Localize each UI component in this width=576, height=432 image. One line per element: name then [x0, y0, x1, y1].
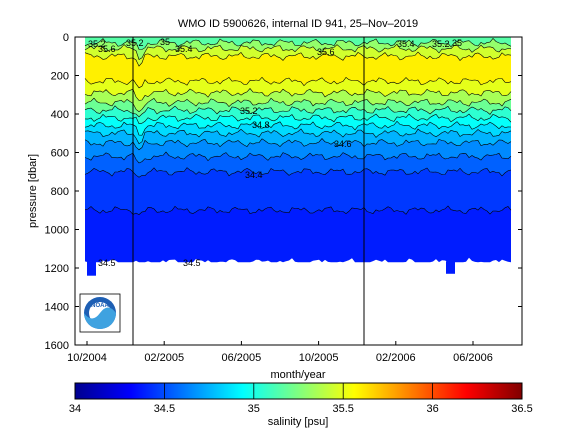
- salinity-band: [85, 44, 511, 67]
- contour-label: 35: [160, 37, 170, 47]
- contour-line: [84, 97, 512, 113]
- salinity-band: [85, 88, 511, 112]
- deep-profile-extension-2: [446, 261, 455, 274]
- contour-line: [84, 151, 512, 164]
- y-tick-label: 400: [51, 109, 69, 121]
- contour-label: 35.4: [397, 39, 415, 49]
- contour-line: [84, 113, 512, 125]
- salinity-band: [85, 167, 511, 215]
- contour-label: 34.8: [252, 120, 270, 130]
- contour-line: [84, 51, 512, 67]
- x-tick-label: 06/2006: [453, 352, 493, 364]
- contour-label: 35.2: [240, 106, 258, 116]
- y-tick-label: 1000: [45, 225, 69, 237]
- contour-line: [84, 88, 512, 101]
- contour-label: 34.6: [334, 139, 352, 149]
- x-tick-label: 10/2004: [67, 352, 107, 364]
- colorbar-tick-label: 34: [69, 403, 81, 415]
- colorbar-tick-label: 35: [248, 403, 260, 415]
- x-axis-label: month/year: [270, 369, 325, 381]
- contour-line: [84, 37, 512, 50]
- contour-label: 35: [452, 38, 462, 48]
- colorbar-tick-label: 36: [426, 403, 438, 415]
- salinity-band: [85, 105, 511, 124]
- noaa-logo: NOAA: [79, 293, 121, 333]
- contour-label: 34.5: [98, 258, 116, 268]
- contour-line: [84, 128, 512, 145]
- contour-label: 35.6: [317, 47, 335, 57]
- y-tick-label: 1200: [45, 263, 69, 275]
- colorbar-tick-label: 34.5: [154, 403, 175, 415]
- contour-line: [84, 167, 512, 178]
- x-tick-label: 10/2005: [299, 352, 339, 364]
- contour-label: 34.4: [245, 170, 263, 180]
- x-axis: 10/2004 02/2005 06/2005 10/2005 02/2006 06/20…: [67, 341, 493, 364]
- colorbar-gradient: [74, 382, 523, 400]
- y-axis: 0 200 400 600 800 1000 1200 1400 1600: [45, 32, 522, 352]
- salinity-band: [85, 38, 511, 60]
- y-tick-label: 1600: [45, 340, 69, 352]
- contour-line: [84, 205, 512, 215]
- contour-label: 35.2: [88, 39, 106, 49]
- contour-label: 35.4: [175, 44, 193, 54]
- y-tick-label: 0: [63, 32, 69, 44]
- contour-line: [84, 76, 512, 89]
- colorbar-label: salinity [psu]: [268, 416, 329, 428]
- salinity-field: [85, 37, 511, 276]
- contour-line: [84, 105, 512, 118]
- salinity-band: [85, 205, 511, 263]
- contour-line: [84, 120, 512, 136]
- contour-label: 34.5: [183, 258, 201, 268]
- contour-line: [84, 138, 512, 151]
- y-axis-label: pressure [dbar]: [27, 154, 39, 228]
- colorbar-tick-label: 36.5: [511, 403, 532, 415]
- salinity-band: [85, 121, 511, 144]
- svg-text:NOAA: NOAA: [91, 303, 109, 309]
- salinity-band: [85, 77, 511, 101]
- y-tick-label: 600: [51, 148, 69, 160]
- chart-title: WMO ID 5900626, internal ID 941, 25–Nov–…: [178, 18, 418, 30]
- salinity-band: [85, 152, 511, 178]
- x-tick-label: 02/2006: [376, 352, 416, 364]
- salinity-band: [85, 37, 511, 50]
- contour-label: 35.2: [126, 38, 144, 48]
- contour-label: 35.2: [432, 39, 450, 49]
- y-tick-label: 800: [51, 186, 69, 198]
- y-tick-label: 1400: [45, 302, 69, 314]
- deep-profile-extension-1: [87, 261, 96, 276]
- salinity-band: [85, 138, 511, 163]
- x-tick-label: 02/2005: [144, 352, 184, 364]
- contour-line: [84, 43, 512, 60]
- contour-label: 35.6: [98, 44, 116, 54]
- y-tick-label: 200: [51, 71, 69, 83]
- salinity-band: [85, 114, 511, 136]
- colorbar: 34 34.5 35 35.5 36 36.5: [69, 382, 533, 415]
- contour-lines: [84, 37, 512, 215]
- x-tick-label: 06/2005: [222, 352, 262, 364]
- colorbar-ticks: 34 34.5 35 35.5 36 36.5: [69, 383, 533, 415]
- colorbar-tick-label: 35.5: [332, 403, 353, 415]
